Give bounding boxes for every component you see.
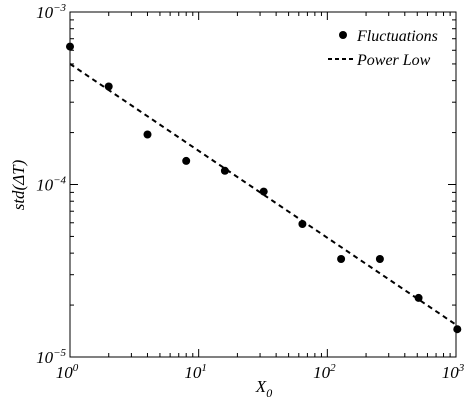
fluctuation-point [375,255,384,263]
legend: Fluctuations Power Low [328,28,438,69]
fluctuation-point [143,130,152,139]
fluctuation-point [414,293,423,302]
legend-marker-fluctuations [339,31,347,39]
fluctuation-point [259,187,268,196]
legend-label-fluctuations: Fluctuations [356,28,438,45]
y-tick-label: 10−3 [36,2,66,22]
y-tick-label: 10−5 [36,347,66,367]
fluctuations-series [66,42,462,334]
y-axis-label: std(ΔT) [9,159,28,210]
x-tick-label: 101 [184,362,207,382]
x-tick-label: 102 [313,362,336,382]
legend-label-power-law: Power Low [356,52,431,69]
y-tick-label: 10−4 [36,175,66,195]
fluctuation-point [220,166,229,175]
x-axis-label: X0 [255,377,272,400]
x-tick-labels: 100 101 102 103 [56,362,465,382]
fluctuation-point [453,325,462,334]
fluctuation-point [337,255,346,263]
fluctuation-point [182,156,191,165]
fluctuation-point [66,42,74,51]
power-law-series [69,63,458,327]
fluctuation-point [104,82,113,91]
y-tick-labels: 10−5 10−4 10−3 [36,2,66,367]
power-law-line [69,63,458,327]
fluctuation-point [298,220,307,228]
x-tick-label: 100 [56,362,79,382]
x-tick-label: 103 [442,362,465,382]
